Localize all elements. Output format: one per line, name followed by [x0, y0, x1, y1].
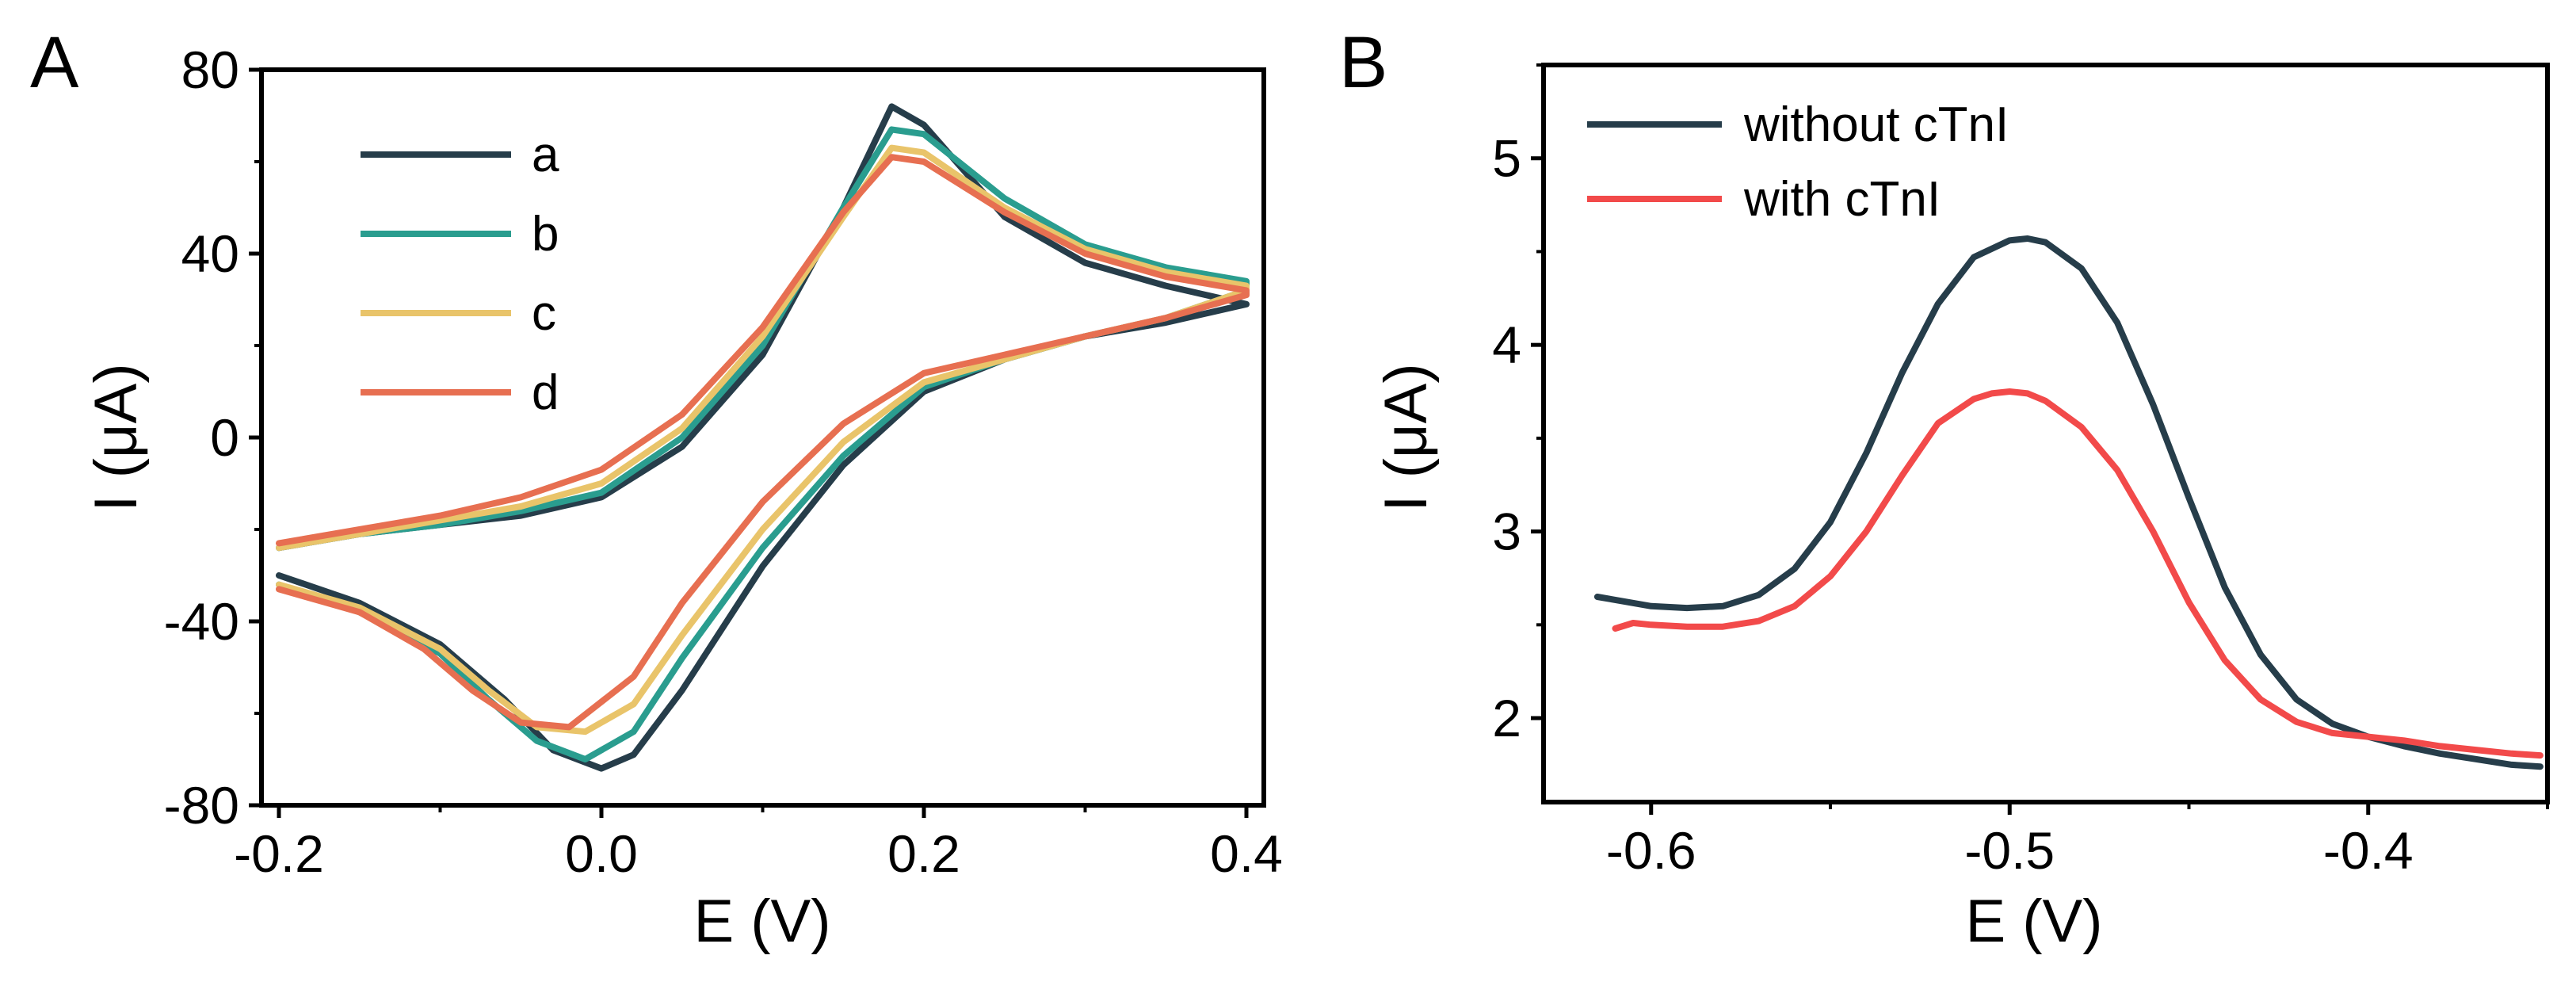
- panel-b: B -0.6 -0.5 -0.4 5 4 3 2 without cTnI with cTnI…: [1339, 22, 2550, 955]
- panel-b-y-tick-label: 5: [1492, 129, 1521, 188]
- panel-a-ticks: -0.2 0.0 0.2 0.4 80 40 0 -40 -80: [164, 40, 1283, 883]
- panel-a-legend-label-4: d: [532, 365, 559, 420]
- panel-b-y-tick-label: 4: [1492, 315, 1521, 374]
- panel-b-y-tick-label: 3: [1492, 502, 1521, 561]
- panel-b-series-line-1: [1593, 235, 2544, 770]
- panel-a-x-tick-label: 0.4: [1210, 824, 1283, 883]
- panel-b-x-axis-title: E (V): [1965, 888, 2102, 955]
- panel-a-series-group: [276, 103, 1250, 772]
- panel-b-series-line-2: [1612, 388, 2544, 759]
- panel-b-frame: [1541, 63, 2550, 804]
- panel-a-legend-label-2: b: [532, 207, 559, 262]
- panel-b-ticks: -0.6 -0.5 -0.4 5 4 3 2: [1492, 63, 2549, 880]
- panel-b-legend-label-1: without cTnI: [1743, 97, 2009, 152]
- panel-a-y-tick-label: 0: [210, 408, 239, 467]
- panel-a-x-tick-label: 0.0: [565, 824, 638, 883]
- panel-b-x-tick-label: -0.6: [1606, 821, 1696, 880]
- panel-a-y-axis-title: I (μA): [82, 363, 150, 511]
- panel-a-series-line-4: [276, 154, 1250, 731]
- panel-b-y-tick-label: 2: [1492, 689, 1521, 747]
- panel-b-y-axis-title: I (μA): [1372, 363, 1440, 511]
- panel-a-frame: [259, 67, 1266, 808]
- panel-a-y-tick-label: 80: [181, 40, 239, 99]
- panel-a-y-tick-label: -80: [164, 776, 239, 835]
- panel-a-legend-label-3: c: [532, 286, 556, 341]
- panel-b-series-group: [1593, 235, 2544, 770]
- panel-a-x-axis-title: E (V): [693, 888, 830, 955]
- panel-b-legend: without cTnI with cTnI: [1587, 97, 2009, 227]
- panel-a-legend-label-1: a: [532, 128, 559, 182]
- panel-b-legend-label-2: with cTnI: [1743, 172, 1941, 227]
- panel-a-y-tick-label: 40: [181, 224, 239, 283]
- panel-a-y-tick-label: -40: [164, 592, 239, 651]
- panel-a-series-line-1: [276, 103, 1250, 772]
- panel-b-label: B: [1339, 22, 1387, 103]
- panel-b-x-tick-label: -0.5: [1964, 821, 2055, 880]
- panel-a-x-tick-label: 0.2: [887, 824, 960, 883]
- panel-b-x-tick-label: -0.4: [2323, 821, 2414, 880]
- panel-a-label: A: [30, 22, 79, 103]
- panel-a-series-line-2: [276, 126, 1250, 762]
- panel-a-x-tick-label: -0.2: [234, 824, 324, 883]
